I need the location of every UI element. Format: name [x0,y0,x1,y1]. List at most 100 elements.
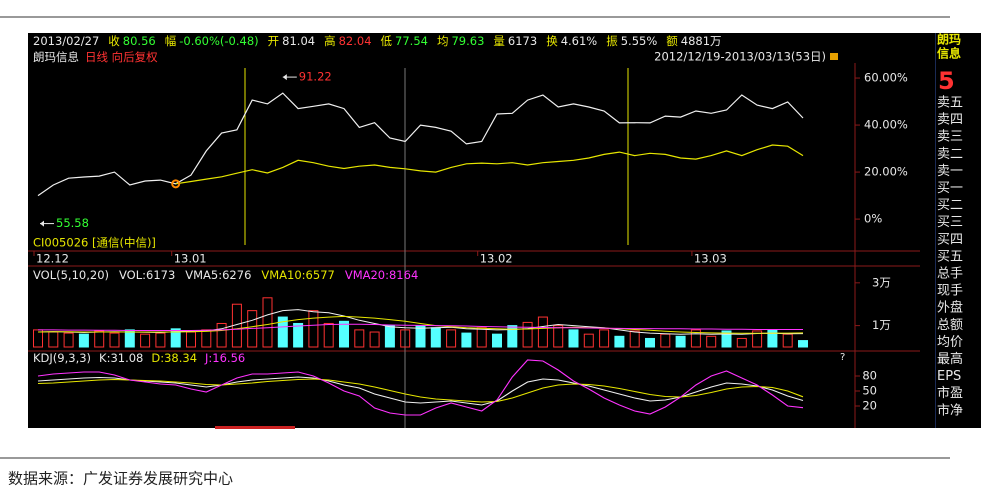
volume-bar [690,329,701,348]
lock-icon [830,53,838,60]
kdj-header: KDJ(9,3,3) K:31.08 D:38.34 J:16.56 [33,351,245,365]
volume-bar [767,329,778,348]
volume-bar [568,329,579,348]
volume-bar [415,325,426,348]
volume-bar [675,335,686,348]
quote-value: 4.61% [561,34,598,48]
kdj-label: K:31.08 [99,351,143,365]
volume-bar [369,331,380,348]
date-range: 2012/12/19-2013/03/13(53日) [654,50,826,64]
volume-bar [629,330,640,348]
side-row: 卖一 [937,164,963,179]
volume-average-line [37,315,804,334]
quote-value: 81.04 [282,34,315,48]
volume-bar [492,333,502,348]
quote-label: 幅 [165,34,177,48]
volume-bar [170,328,181,348]
kdj-title: KDJ(9,3,3) [33,351,91,365]
quote-value: 80.56 [123,34,156,48]
side-row: 买二 [937,198,963,213]
quote-value: 79.63 [451,34,484,48]
start-marker [171,179,181,189]
y-tick-label: 0% [864,212,882,226]
quote-label: 收 [108,34,120,48]
side-row: EPS [937,369,961,384]
volume-bar [323,322,334,348]
stock-name: 朗玛信息 [33,50,79,64]
kdj-line [37,359,804,416]
y-tick-label: 20 [862,399,877,413]
quote-label: 低 [381,34,393,48]
volume-bar [507,325,518,348]
side-row: 买四 [937,232,963,247]
y-tick-label: 20.00% [864,165,908,179]
volume-bar [400,329,411,348]
volume-bar [645,337,655,348]
x-tick-label: 13.02 [480,252,513,266]
scroll-indicator [215,426,295,429]
annotation-arrowhead [40,220,44,227]
side-row: 买五 [937,249,963,264]
volume-bar [339,320,349,348]
side-row: 最高 [937,351,963,367]
volume-title: VOL(5,10,20) [33,268,109,282]
chart-background [28,33,935,428]
quote-value: 77.54 [395,34,428,48]
volume-bar [752,330,763,348]
volume-bar [354,329,365,348]
side-row: 卖二 [937,147,963,162]
x-tick-label: 13.01 [174,252,207,266]
y-tick-label: 50 [862,384,877,398]
volume-bar [461,332,472,348]
volume-label: VMA10:6577 [261,268,334,282]
volume-bar [293,322,304,348]
side-row: 市净 [937,402,963,418]
quote-value: -0.60%(-0.48) [179,34,258,48]
volume-bar [277,316,288,348]
annotation-arrowhead [282,74,287,81]
quote-label: 量 [493,34,505,48]
side-row: 卖四 [937,113,963,128]
side-row: 现手 [937,284,963,299]
volume-bar [721,330,732,348]
volume-header: VOL(5,10,20) VOL:6173 VMA5:6276 VMA10:6577 V… [33,268,418,282]
volume-bar [308,310,319,348]
price-line [37,92,804,197]
volume-bar [155,332,166,348]
volume-bar [63,332,74,348]
volume-bar [614,335,625,348]
quote-label: 额 [666,34,678,48]
volume-bar [553,325,564,348]
kdj-marker: ? [840,352,845,363]
volume-label: VMA5:6276 [185,268,251,282]
quote-label: 均 [437,34,449,48]
volume-bar [262,297,273,348]
source: 数据来源：广发证券发展研究中心 [8,470,233,488]
stock-mode: 日线 向后复权 [85,50,158,64]
side-row: 卖五 [937,96,963,111]
side-row: 买三 [937,215,963,230]
quote-value: 82.04 [339,34,372,48]
volume-label: VMA20:8164 [345,268,418,282]
volume-bar [798,340,808,348]
volume-bar [109,332,120,348]
side-row: 卖三 [937,130,963,145]
volume-bar [599,329,610,348]
y-tick-label: 3万 [872,275,891,289]
quote-label: 振 [606,34,618,48]
side-row: 市盈 [937,385,963,401]
side-row: 外盘 [937,300,963,316]
y-tick-label: 1万 [872,318,891,332]
side-price: 5 [938,67,955,95]
annotation: 55.58 [56,216,89,230]
x-tick-label: 12.12 [36,252,69,266]
y-tick-label: 60.00% [864,71,908,85]
quote-value: 6173 [508,34,537,48]
kdj-line [37,376,804,406]
volume-label: VOL:6173 [119,268,175,282]
volume-bar [537,316,548,348]
volume-average-line [38,323,803,331]
kdj-line [37,378,804,403]
